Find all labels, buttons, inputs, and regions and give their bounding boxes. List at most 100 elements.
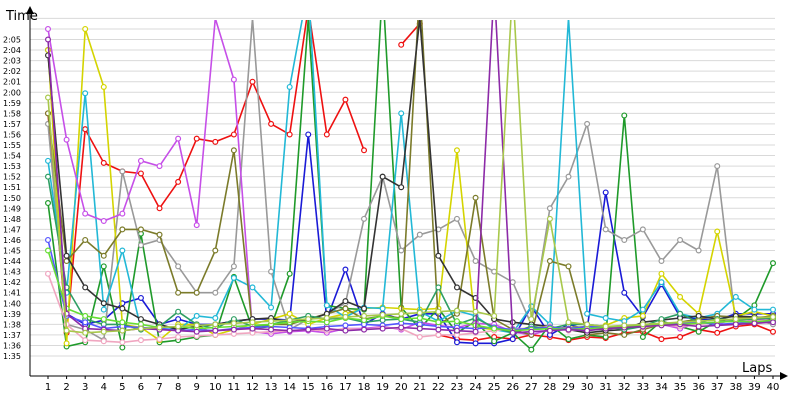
data-point	[82, 319, 89, 326]
data-point	[323, 315, 330, 322]
data-point	[100, 217, 107, 224]
data-point	[379, 311, 386, 318]
y-tick-label: 1:41	[3, 289, 21, 298]
data-point	[639, 226, 646, 233]
data-point	[137, 325, 144, 332]
series-line	[47, 28, 774, 345]
data-point	[342, 266, 349, 273]
data-point	[472, 194, 479, 201]
data-point	[398, 247, 405, 254]
data-point	[137, 242, 144, 249]
data-point	[193, 322, 200, 329]
data-point	[268, 326, 275, 333]
y-tick-label: 2:02	[3, 67, 21, 76]
data-point	[305, 316, 312, 323]
data-point	[119, 168, 126, 175]
data-point	[249, 319, 256, 326]
data-point	[546, 205, 553, 212]
y-tick-label: 2:04	[3, 46, 21, 55]
data-point	[268, 304, 275, 311]
data-point	[453, 307, 460, 314]
data-point	[63, 252, 70, 259]
data-point	[398, 316, 405, 323]
x-tick-label: 11	[228, 382, 241, 393]
data-point	[435, 326, 442, 333]
y-tick-label: 1:56	[3, 130, 21, 139]
x-tick-label: 22	[432, 382, 445, 393]
y-axis-title: Time	[5, 9, 38, 24]
y-tick-label: 2:01	[3, 78, 21, 87]
x-axis-title: Laps	[742, 361, 772, 376]
y-tick-label: 2:05	[3, 36, 21, 45]
data-point	[137, 294, 144, 301]
data-point	[44, 200, 51, 207]
data-point	[119, 327, 126, 334]
data-point	[156, 231, 163, 238]
x-tick-label: 17	[339, 382, 352, 393]
data-point	[379, 325, 386, 332]
data-point	[528, 346, 535, 353]
data-point	[249, 78, 256, 85]
data-point	[379, 173, 386, 180]
data-point	[546, 258, 553, 265]
x-tick-label: 20	[395, 382, 408, 393]
data-point	[44, 25, 51, 32]
data-point	[342, 322, 349, 329]
data-point	[398, 41, 405, 48]
data-point	[602, 323, 609, 330]
series-7	[44, 25, 776, 347]
data-point	[565, 173, 572, 180]
data-point	[602, 189, 609, 196]
data-point	[435, 284, 442, 291]
y-tick-label: 1:44	[3, 257, 21, 266]
data-point	[379, 305, 386, 312]
x-tick-label: 36	[692, 382, 705, 393]
data-point	[453, 327, 460, 334]
data-point	[137, 170, 144, 177]
series-line	[400, 23, 421, 46]
data-point	[509, 329, 516, 336]
y-tick-label: 1:38	[3, 320, 21, 329]
data-point	[212, 321, 219, 328]
data-point	[286, 327, 293, 334]
x-tick-label: 38	[729, 382, 742, 393]
data-point	[100, 263, 107, 270]
x-tick-label: 12	[246, 382, 259, 393]
data-point	[342, 298, 349, 305]
data-point	[249, 284, 256, 291]
data-point	[230, 274, 237, 281]
y-tick-labels: 1:35 1:361:37 1:381:39 1:401:41 1:421:43 1:44…	[3, 36, 21, 362]
data-point	[119, 344, 126, 351]
data-point	[677, 310, 684, 317]
data-point	[230, 320, 237, 327]
x-axis-arrow	[780, 372, 788, 380]
data-point	[565, 326, 572, 333]
data-point	[193, 312, 200, 319]
x-tick-label: 3	[82, 382, 88, 393]
data-point	[416, 315, 423, 322]
data-point	[342, 327, 349, 334]
data-point	[769, 306, 776, 313]
data-point	[751, 315, 758, 322]
data-point	[212, 315, 219, 322]
data-point	[769, 313, 776, 320]
data-point	[714, 228, 721, 235]
data-point	[472, 340, 479, 347]
data-point	[584, 120, 591, 127]
x-tick-label: 29	[562, 382, 575, 393]
data-point	[286, 310, 293, 317]
series-line	[47, 176, 774, 334]
data-point	[621, 112, 628, 119]
data-point	[621, 236, 628, 243]
data-point	[230, 147, 237, 154]
data-point	[137, 316, 144, 323]
data-point	[398, 110, 405, 117]
y-tick-label: 1:45	[3, 247, 21, 256]
x-tick-label: 23	[451, 382, 464, 393]
data-point	[286, 131, 293, 138]
data-point	[249, 325, 256, 332]
data-point	[268, 120, 275, 127]
y-tick-label: 1:57	[3, 120, 21, 129]
x-tick-label: 27	[525, 382, 538, 393]
